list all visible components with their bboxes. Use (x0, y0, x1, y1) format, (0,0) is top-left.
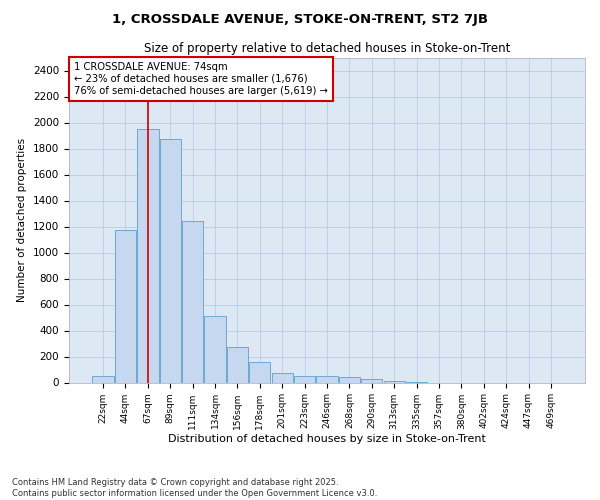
Bar (205, 316, 226, 382)
X-axis label: Distribution of detached houses by size in Stoke-on-Trent: Distribution of detached houses by size … (168, 434, 486, 444)
Bar (383, 381, 405, 382)
Text: Contains HM Land Registry data © Crown copyright and database right 2025.
Contai: Contains HM Land Registry data © Crown c… (12, 478, 377, 498)
Bar (137, 129, 158, 382)
Bar (316, 376, 338, 382)
Bar (249, 362, 271, 382)
Bar (115, 230, 136, 382)
Bar (361, 379, 382, 382)
Bar (92, 376, 114, 382)
Bar (160, 140, 181, 382)
Title: Size of property relative to detached houses in Stoke-on-Trent: Size of property relative to detached ho… (144, 42, 510, 55)
Text: 1, CROSSDALE AVENUE, STOKE-ON-TRENT, ST2 7JB: 1, CROSSDALE AVENUE, STOKE-ON-TRENT, ST2… (112, 12, 488, 26)
Bar (227, 348, 248, 382)
Bar (182, 222, 203, 382)
Bar (339, 378, 360, 382)
Text: 1 CROSSDALE AVENUE: 74sqm
← 23% of detached houses are smaller (1,676)
76% of se: 1 CROSSDALE AVENUE: 74sqm ← 23% of detac… (74, 62, 328, 96)
Bar (294, 376, 315, 382)
Bar (272, 373, 293, 382)
Y-axis label: Number of detached properties: Number of detached properties (17, 138, 28, 302)
